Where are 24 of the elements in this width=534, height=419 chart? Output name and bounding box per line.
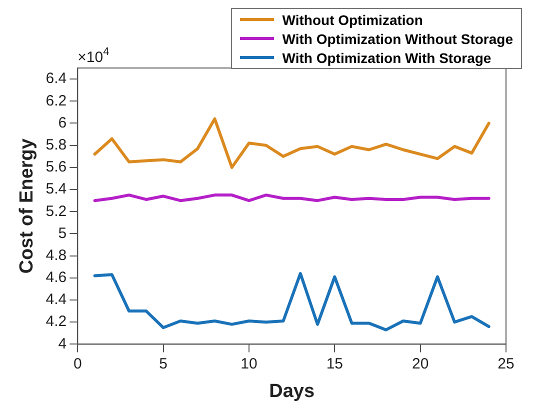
x-axis-title: Days [269,380,315,402]
y-tick-label: 4.6 [46,269,67,286]
x-tick-label: 20 [412,355,429,372]
legend-label: With Optimization With Storage [282,50,492,66]
y-tick-label: 5.6 [46,158,67,176]
y-tick-label: 4.8 [46,246,67,264]
x-tick-label: 15 [326,355,344,372]
y-tick-label: 6.2 [46,92,67,110]
y-tick-label: 5 [58,224,67,242]
x-tick-label: 5 [159,355,168,372]
y-tick-label: 4 [58,335,67,352]
x-tick-label: 25 [498,355,514,372]
y-tick-label: 4.4 [46,291,67,308]
y-tick-label: 6 [58,114,67,132]
y-axis-title: Cost of Energy [16,138,38,274]
y-tick-label: 5.4 [46,180,67,198]
y-tick-label: 5.2 [46,202,67,220]
y-tick-label: 4.2 [46,313,67,330]
legend-label: Without Optimization [282,12,423,28]
y-tick-label: 6.4 [46,70,67,88]
y-tick-label: 5.8 [46,136,67,154]
x-tick-label: 10 [240,355,258,372]
x-tick-label: 0 [73,355,82,372]
legend-label: With Optimization Without Storage [282,30,513,46]
